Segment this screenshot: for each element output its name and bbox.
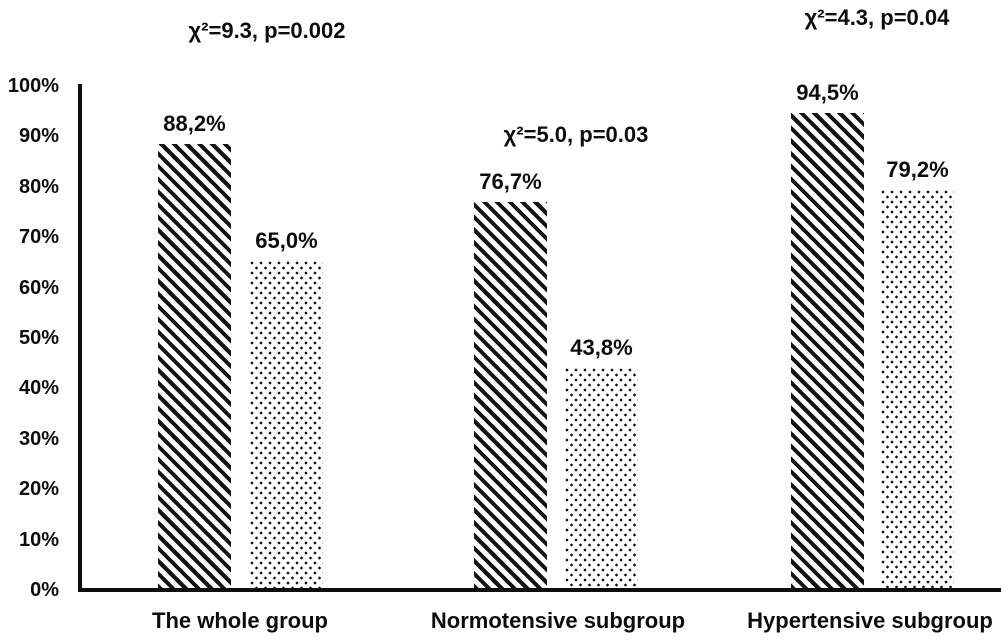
y-tick-label: 20% (18, 478, 59, 501)
y-tick-label: 100% (7, 75, 59, 97)
bar-value-label: 88,2% (163, 111, 226, 137)
bar-value-label: 43,8% (570, 335, 633, 361)
y-tick-label: 50% (18, 327, 59, 349)
y-tick-label: 30% (18, 427, 59, 450)
y-tick-label: 90% (18, 125, 59, 148)
bar-value-label: 65,0% (255, 228, 318, 254)
chi-square-annotation-3: χ²=4.3, p=0.04 (804, 5, 950, 30)
y-axis-line (78, 84, 82, 592)
x-axis-line (78, 588, 1001, 592)
bar-value-label: 76,7% (479, 169, 542, 195)
y-tick-label: 60% (18, 276, 59, 299)
dotted-series-bar-3 (881, 189, 954, 589)
y-tick-label: 10% (18, 528, 59, 551)
x-axis-label-2: Normotensive subgroup (430, 608, 686, 633)
y-tick-label: 0% (30, 579, 59, 601)
hatched-series-bar-1 (158, 144, 231, 589)
hatched-series-bar-3 (791, 112, 864, 589)
y-tick-label: 70% (18, 226, 59, 249)
x-axis-label-1: The whole group (152, 608, 328, 633)
chi-square-annotation-1: χ²=9.3, p=0.002 (188, 18, 346, 43)
dotted-series-bar-1 (250, 261, 323, 589)
x-axis-label-3: Hypertensive subgroup (747, 608, 993, 633)
bar-value-label: 79,2% (886, 156, 949, 182)
chi-square-annotation-2: χ²=5.0, p=0.03 (503, 122, 649, 147)
y-tick-label: 40% (18, 377, 59, 400)
hatched-series-bar-2 (474, 202, 547, 589)
y-tick-label: 80% (18, 175, 59, 198)
bar-value-label: 94,5% (796, 79, 859, 105)
dotted-series-bar-2 (565, 368, 638, 589)
